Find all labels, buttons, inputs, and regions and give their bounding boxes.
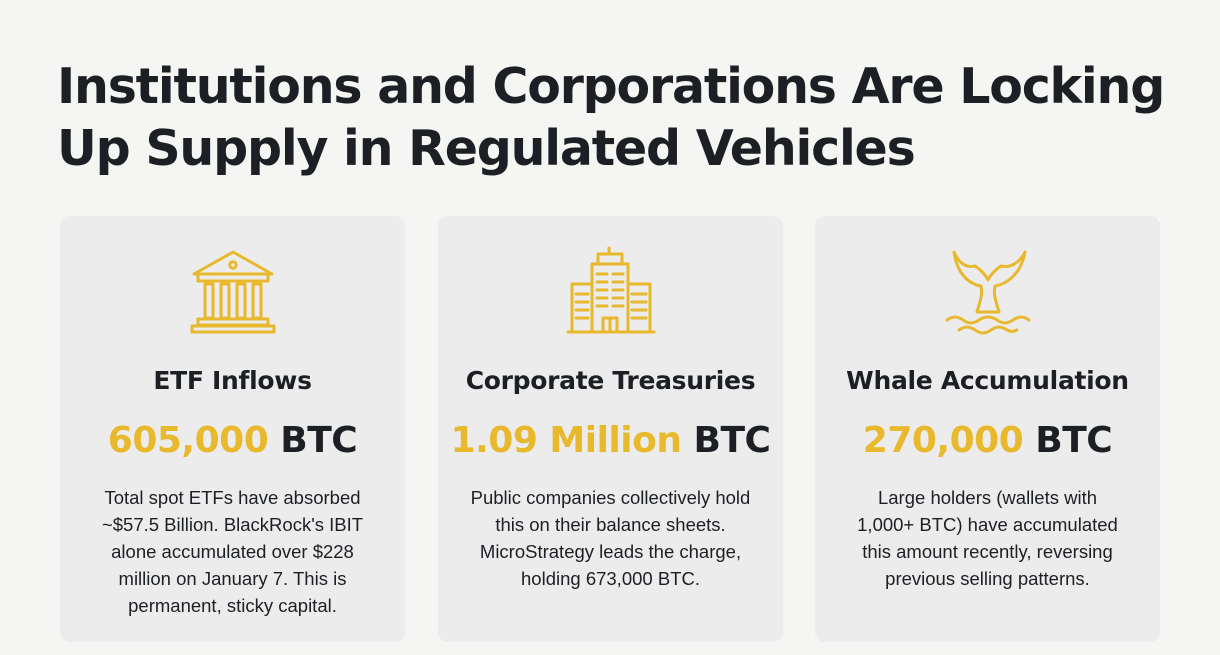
- card-title: Whale Accumulation: [846, 366, 1129, 395]
- card-description: Public companies collectively hold this …: [462, 484, 759, 592]
- description-line: holding 673,000 BTC.: [521, 568, 700, 589]
- description-line: MicroStrategy leads the charge,: [479, 541, 742, 562]
- description-line: Public companies collectively hold: [470, 487, 751, 508]
- description-line: alone accumulated over $228: [111, 541, 354, 562]
- card-title: ETF Inflows: [153, 366, 312, 395]
- card-description: Total spot ETFs have absorbed ~$57.5 Bil…: [84, 484, 381, 619]
- description-line: million on January 7. This is: [118, 568, 347, 589]
- description-line: Large holders (wallets with: [877, 487, 1098, 508]
- description-line: permanent, sticky capital.: [128, 595, 337, 616]
- description-line: previous selling patterns.: [885, 568, 1090, 589]
- bank-building-icon: [188, 246, 278, 336]
- card-title: Corporate Treasuries: [465, 366, 756, 395]
- card-stat: 605,000 BTC: [60, 418, 405, 464]
- description-line: 1,000+ BTC) have accumulated: [857, 514, 1118, 535]
- stat-value: 270,000: [862, 420, 1024, 461]
- stat-unit: BTC: [693, 420, 771, 461]
- description-line: this on their balance sheets.: [495, 514, 726, 535]
- description-line: Total spot ETFs have absorbed: [104, 487, 361, 508]
- card-description: Large holders (wallets with 1,000+ BTC) …: [839, 484, 1136, 592]
- description-line: ~$57.5 Billion. BlackRock's IBIT: [101, 514, 364, 535]
- description-line: this amount recently, reversing: [862, 541, 1113, 562]
- stat-value: 605,000: [107, 420, 269, 461]
- card-whale-accumulation: Whale Accumulation 270,000 BTC Large hol…: [815, 216, 1160, 642]
- whale-tail-icon: [943, 246, 1033, 336]
- office-building-icon: [566, 246, 656, 336]
- stat-unit: BTC: [280, 420, 358, 461]
- stat-value: 1.09 Million: [450, 420, 682, 461]
- card-stat: 270,000 BTC: [815, 418, 1160, 464]
- stat-cards: ETF Inflows 605,000 BTC Total spot ETFs …: [60, 216, 1160, 642]
- card-stat: 1.09 Million BTC: [438, 418, 783, 464]
- card-corporate-treasuries: Corporate Treasuries 1.09 Million BTC Pu…: [438, 216, 783, 642]
- stat-unit: BTC: [1035, 420, 1113, 461]
- page-title: Institutions and Corporations Are Lockin…: [57, 58, 1165, 177]
- card-etf-inflows: ETF Inflows 605,000 BTC Total spot ETFs …: [60, 216, 405, 642]
